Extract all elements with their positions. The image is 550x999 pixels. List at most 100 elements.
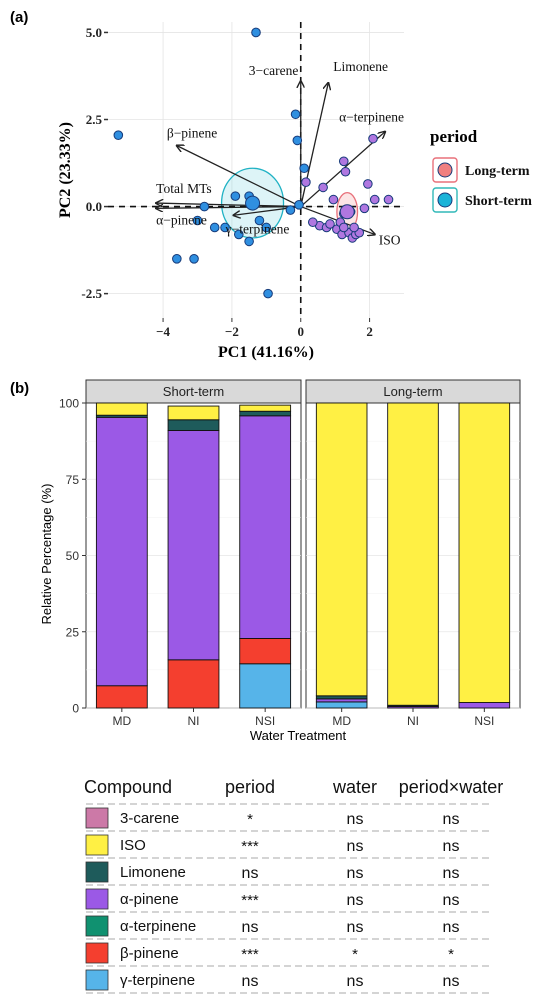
legend-key-dot — [437, 162, 453, 178]
water-significance: ns — [347, 865, 364, 882]
legend-entry-label: Short-term — [465, 194, 532, 209]
loading-label: Total MTs — [156, 181, 211, 196]
pca-plot-area — [108, 22, 404, 318]
period-significance: *** — [241, 946, 259, 963]
pca-point-short-term — [290, 109, 301, 120]
pca-point-short-term — [263, 288, 273, 299]
pca-legend-title: period — [430, 127, 478, 146]
compound-name: ISO — [120, 837, 146, 854]
pca-point-long-term — [307, 217, 318, 228]
loading-label: 3−carene — [249, 63, 299, 78]
pca-point-short-term — [230, 191, 241, 201]
loading-arrow — [177, 146, 302, 208]
pca-point-short-term — [292, 135, 303, 146]
bar-x-tick-label: MD — [112, 714, 131, 728]
pca-point-long-term — [363, 179, 373, 189]
bar-segment — [315, 402, 368, 697]
pca-point-long-term — [301, 177, 311, 187]
pca-point-long-term — [338, 156, 349, 167]
bar-x-tick-label: NSI — [474, 714, 494, 728]
bar-segment — [315, 698, 368, 703]
interaction-significance: * — [448, 946, 454, 963]
pca-legend: period Long-term Short-term — [430, 127, 532, 213]
bar-segment — [167, 430, 220, 661]
compound-name: β-pinene — [120, 945, 179, 962]
bar-segment — [315, 701, 368, 709]
facet-strip-label: Long-term — [383, 384, 442, 399]
bar-segment — [167, 659, 220, 709]
table-header: period×water — [399, 777, 504, 797]
loading-arrow — [156, 207, 301, 209]
interaction-significance: ns — [443, 838, 460, 855]
pca-x-ticks: −4 −2 0 2 — [156, 318, 373, 339]
table-row: α-pinene *** ns ns — [85, 888, 490, 913]
pca-y-ticks: -2.5 0.0 2.5 5.0 — [81, 25, 108, 301]
pca-point-short-term — [199, 201, 210, 212]
pca-points — [113, 27, 394, 299]
bar-segment — [95, 416, 148, 687]
facet-strip — [85, 379, 302, 404]
pca-y-axis-title: PC2 (23.33%) — [57, 122, 74, 218]
interaction-significance: ns — [443, 973, 460, 990]
bar-segment — [315, 695, 368, 700]
pca-point-short-term — [261, 222, 272, 233]
compound-swatch — [85, 915, 109, 937]
loading-arrow — [156, 203, 301, 206]
interaction-significance: ns — [443, 865, 460, 882]
table-row: α-terpinene ns ns ns — [85, 915, 490, 940]
table-row: ISO *** ns ns — [85, 834, 490, 859]
water-significance: ns — [347, 973, 364, 990]
compound-swatch — [85, 969, 109, 991]
water-significance: * — [352, 946, 358, 963]
table-header: period — [225, 777, 275, 797]
compound-name: 3-carene — [120, 810, 179, 827]
bar-segment — [458, 702, 511, 709]
pca-point-short-term — [209, 222, 220, 233]
bar-y-tick-label: 50 — [66, 549, 80, 563]
compound-swatch — [85, 861, 109, 883]
bar-x-tick-label: NI — [407, 714, 419, 728]
water-significance: ns — [347, 919, 364, 936]
pca-centroid-short-term — [245, 195, 261, 211]
loading-label: γ−terpinene — [225, 221, 290, 236]
pca-point-short-term — [233, 229, 244, 240]
pca-point-long-term — [369, 194, 380, 205]
compound-swatch — [85, 807, 109, 829]
bar-segment — [239, 404, 292, 412]
pca-point-long-term — [368, 133, 378, 144]
period-significance: *** — [241, 892, 259, 909]
water-significance: ns — [347, 811, 364, 828]
pca-point-long-term — [349, 222, 359, 233]
bar-y-ticks: 0 25 50 75 100 — [59, 397, 86, 716]
table-row: β-pinene *** * * — [85, 942, 490, 967]
legend-entry-label: Long-term — [465, 164, 530, 179]
period-significance: ns — [242, 865, 259, 882]
bar-x-tick-label: NSI — [255, 714, 275, 728]
pca-point-long-term — [359, 203, 370, 214]
loading-label: α−pinene — [156, 212, 207, 227]
bar-segment — [167, 405, 220, 421]
loading-label: α−terpinene — [339, 110, 404, 125]
bar-segment — [95, 402, 148, 416]
water-significance: ns — [347, 892, 364, 909]
pca-point-long-term — [383, 194, 394, 205]
bar-facets: Short-term MD NI NSI Long-term MD NI NSI — [85, 379, 521, 728]
pca-y-tick-label: 5.0 — [86, 25, 102, 40]
pca-point-long-term — [328, 194, 339, 205]
loading-label: β−pinene — [167, 126, 217, 141]
bar-segment — [387, 402, 439, 706]
pca-point-short-term — [285, 205, 296, 215]
pca-y-tick-label: -2.5 — [81, 286, 102, 301]
pca-point-short-term — [294, 200, 304, 210]
bar-segment — [239, 415, 292, 639]
table-header: water — [332, 777, 377, 797]
pca-y-tick-label: 0.0 — [86, 199, 102, 214]
facet-long-term: Long-term MD NI NSI — [305, 379, 521, 728]
interaction-significance: ns — [443, 811, 460, 828]
pca-x-tick-label: −4 — [156, 324, 170, 339]
legend-key-dot — [437, 192, 453, 208]
bar-x-axis-title: Water Treatment — [250, 728, 347, 743]
bar-segment — [239, 410, 292, 417]
compound-name: α-terpinene — [120, 918, 196, 935]
